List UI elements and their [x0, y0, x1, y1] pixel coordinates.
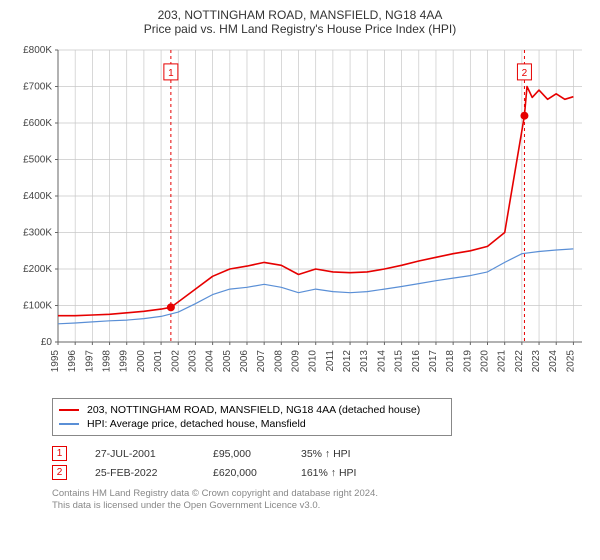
svg-text:2001: 2001	[153, 350, 164, 373]
svg-text:£200K: £200K	[23, 264, 52, 275]
annotation-row: 1 27-JUL-2001 £95,000 35% ↑ HPI	[52, 444, 590, 463]
svg-text:2009: 2009	[291, 350, 302, 373]
svg-text:£600K: £600K	[23, 118, 52, 129]
legend-item: HPI: Average price, detached house, Mans…	[59, 417, 445, 431]
svg-text:2011: 2011	[325, 350, 336, 372]
annotation-price: £95,000	[213, 448, 273, 460]
svg-text:2002: 2002	[170, 350, 181, 373]
svg-text:1998: 1998	[102, 350, 113, 373]
legend-swatch	[59, 409, 79, 411]
svg-text:2020: 2020	[480, 350, 491, 373]
svg-text:2005: 2005	[222, 350, 233, 373]
svg-text:2: 2	[522, 68, 528, 79]
svg-text:2008: 2008	[273, 350, 284, 373]
svg-text:£700K: £700K	[23, 82, 52, 93]
legend-swatch	[59, 423, 79, 425]
chart-subtitle: Price paid vs. HM Land Registry's House …	[10, 22, 590, 36]
svg-text:2021: 2021	[497, 350, 508, 373]
svg-text:2003: 2003	[187, 350, 198, 373]
svg-text:2010: 2010	[308, 350, 319, 373]
svg-text:2025: 2025	[565, 350, 576, 373]
annotation-marker: 2	[52, 465, 67, 480]
svg-text:£800K: £800K	[23, 45, 52, 56]
annotation-pct: 35% ↑ HPI	[301, 448, 386, 460]
svg-text:1999: 1999	[119, 350, 130, 373]
legend-item: 203, NOTTINGHAM ROAD, MANSFIELD, NG18 4A…	[59, 403, 445, 417]
annotation-table: 1 27-JUL-2001 £95,000 35% ↑ HPI 2 25-FEB-2022…	[52, 444, 590, 482]
legend-label: 203, NOTTINGHAM ROAD, MANSFIELD, NG18 4A…	[87, 404, 420, 416]
svg-text:2006: 2006	[239, 350, 250, 373]
svg-text:1997: 1997	[84, 350, 95, 373]
svg-text:1996: 1996	[67, 350, 78, 373]
svg-text:2017: 2017	[428, 350, 439, 373]
svg-text:2004: 2004	[205, 350, 216, 373]
svg-text:1: 1	[168, 68, 174, 79]
svg-text:£300K: £300K	[23, 228, 52, 239]
svg-text:2014: 2014	[376, 350, 387, 373]
svg-text:2024: 2024	[548, 350, 559, 373]
svg-text:2013: 2013	[359, 350, 370, 373]
svg-text:£400K: £400K	[23, 191, 52, 202]
svg-text:2007: 2007	[256, 350, 267, 373]
svg-text:2000: 2000	[136, 350, 147, 373]
line-chart: £0 £100K £200K £300K £400K £500K £600K £700K £80…	[10, 42, 590, 392]
annotation-row: 2 25-FEB-2022 £620,000 161% ↑ HPI	[52, 463, 590, 482]
chart-title: 203, NOTTINGHAM ROAD, MANSFIELD, NG18 4A…	[10, 8, 590, 22]
annotation-date: 27-JUL-2001	[95, 448, 185, 460]
annotation-date: 25-FEB-2022	[95, 467, 185, 479]
svg-text:2012: 2012	[342, 350, 353, 373]
svg-text:£500K: £500K	[23, 155, 52, 166]
chart-area: £0 £100K £200K £300K £400K £500K £600K £700K £80…	[10, 42, 590, 392]
annotation-pct: 161% ↑ HPI	[301, 467, 386, 479]
svg-text:2023: 2023	[531, 350, 542, 373]
annotation-price: £620,000	[213, 467, 273, 479]
svg-text:2015: 2015	[394, 350, 405, 373]
svg-text:£0: £0	[41, 337, 53, 348]
svg-text:2016: 2016	[411, 350, 422, 373]
chart-container: 203, NOTTINGHAM ROAD, MANSFIELD, NG18 4A…	[0, 0, 600, 518]
legend-label: HPI: Average price, detached house, Mans…	[87, 418, 306, 430]
svg-text:2022: 2022	[514, 350, 525, 373]
license-line: Contains HM Land Registry data © Crown c…	[52, 488, 590, 500]
svg-text:2018: 2018	[445, 350, 456, 373]
svg-text:£100K: £100K	[23, 301, 52, 312]
svg-text:1995: 1995	[50, 350, 61, 373]
legend: 203, NOTTINGHAM ROAD, MANSFIELD, NG18 4A…	[52, 398, 452, 436]
svg-text:2019: 2019	[462, 350, 473, 373]
annotation-marker: 1	[52, 446, 67, 461]
license-text: Contains HM Land Registry data © Crown c…	[52, 488, 590, 512]
license-line: This data is licensed under the Open Gov…	[52, 500, 590, 512]
